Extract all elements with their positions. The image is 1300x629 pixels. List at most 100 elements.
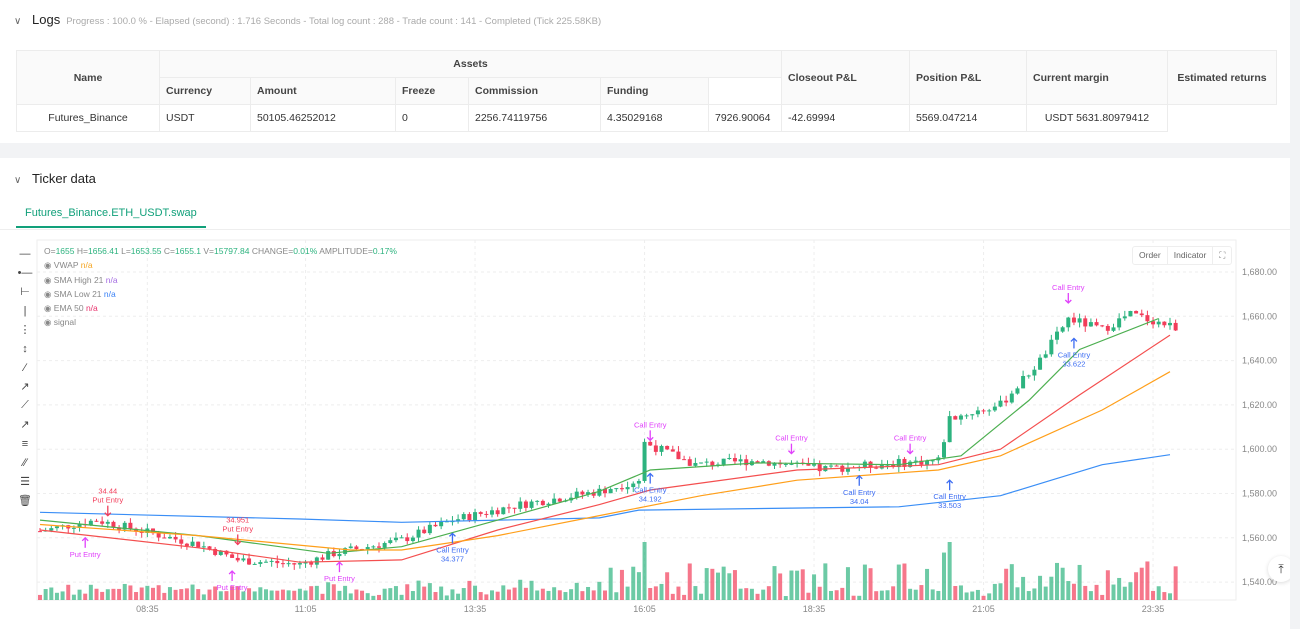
candle-body [354, 546, 359, 550]
logs-panel: ∨ Logs Progress : 100.0 % - Elapsed (sec… [0, 0, 1290, 143]
cell-margin: 5569.047214 [908, 104, 1027, 132]
volume-bar [845, 567, 850, 600]
trash-icon[interactable]: 🗑 [18, 495, 32, 507]
order-button[interactable]: Order [1133, 247, 1168, 264]
plot-area [36, 239, 1237, 601]
signal-marker-call: Put Entry [324, 561, 355, 583]
eye-icon[interactable]: ◉ [44, 303, 52, 314]
fibonacci-icon[interactable]: ☰ [20, 476, 30, 488]
volume-bar [269, 590, 274, 600]
volume-label: V= [203, 246, 215, 256]
volume-bar [224, 591, 229, 600]
ticker-header[interactable]: ∨ Ticker data [14, 171, 96, 186]
indicator-legend-item[interactable]: ◉ SMA High 21 n/a [44, 273, 397, 287]
indicator-legend-item[interactable]: ◉ signal [44, 315, 397, 329]
x-tick-label: 11:05 [295, 604, 317, 614]
volume-bar [721, 566, 726, 600]
candle-body [410, 537, 415, 542]
volume-bar [1117, 577, 1122, 600]
open-value: 1655 [55, 246, 75, 256]
chevron-down-icon[interactable]: ∨ [14, 175, 22, 186]
arrow-vertical-icon[interactable]: ↕ [22, 342, 28, 355]
candle-body [812, 464, 817, 466]
indicator-button[interactable]: Indicator [1168, 247, 1214, 264]
volume-bar [569, 589, 574, 600]
trend-line-icon[interactable]: ∕ [24, 361, 26, 374]
x-tick-label: 13:35 [464, 604, 487, 614]
volume-bar [173, 589, 178, 600]
candle-body [975, 410, 980, 415]
horizontal-line-icon[interactable]: — [19, 247, 31, 260]
candlestick-chart[interactable]: 1,680.00 1,660.00 1,640.00 1,620.00 1,600.00… [0, 158, 1290, 629]
fullscreen-icon[interactable]: ⛶ [1219, 250, 1226, 260]
indicator-legend-item[interactable]: ◉ VWAP n/a [44, 258, 397, 272]
indicator-legend-item[interactable]: ◉ SMA Low 21 n/a [44, 287, 397, 301]
vertical-line-icon[interactable]: | [23, 304, 27, 317]
candle-body [699, 462, 704, 464]
candle-body [1122, 316, 1127, 319]
indicator-legend-item[interactable]: ◉ EMA 50 n/a [44, 301, 397, 315]
vertical-segment-icon[interactable]: ⋮ [19, 324, 31, 336]
candle-body [247, 558, 252, 565]
col-group-assets: Assets [159, 50, 782, 78]
candle-body [1043, 354, 1048, 358]
volume-bar [213, 586, 218, 600]
volume-bar [800, 569, 805, 600]
signal-label: Put Entry [70, 550, 101, 559]
eye-icon[interactable]: ◉ [44, 317, 52, 328]
eye-icon[interactable]: ◉ [44, 260, 52, 271]
volume-bar [297, 588, 302, 600]
volume-bar [360, 590, 365, 600]
candle-body [992, 406, 997, 411]
price-range-icon[interactable]: ≡ [21, 437, 29, 450]
candle-body [224, 550, 229, 555]
page-scrollbar[interactable] [1290, 0, 1300, 629]
volume-bar [653, 586, 658, 600]
parallel-channel-icon[interactable]: ∕∕ [23, 456, 27, 469]
volume-bar [930, 589, 935, 600]
col-freeze: Freeze [395, 77, 469, 105]
volume-bar [885, 590, 890, 600]
arrow-line-icon[interactable]: ↗ [20, 419, 30, 431]
volume-bar [60, 591, 65, 600]
logs-header[interactable]: ∨ Logs Progress : 100.0 % - Elapsed (sec… [14, 12, 601, 27]
tab-eth-usdt-swap[interactable]: Futures_Binance.ETH_USDT.swap [16, 198, 206, 228]
volume-bar [676, 586, 681, 600]
volume-bar [642, 542, 647, 600]
arrow-down-icon [787, 450, 795, 455]
ray-line-icon[interactable]: ↗ [20, 381, 30, 393]
candle-body [122, 522, 127, 530]
candle-body [552, 498, 557, 504]
volume-bar [512, 587, 517, 600]
col-returns: Estimated returns [1166, 50, 1278, 105]
volume-bar [1026, 591, 1031, 600]
open-label: O= [44, 246, 56, 256]
volume-bar [659, 583, 664, 600]
scroll-to-top-button[interactable]: ⤒ [1268, 556, 1294, 582]
eye-icon[interactable]: ◉ [44, 288, 52, 299]
eye-icon[interactable]: ◉ [44, 274, 52, 285]
chevron-down-icon[interactable]: ∨ [14, 16, 22, 27]
volume-bar [851, 595, 856, 600]
arrow-up-icon [335, 561, 343, 566]
extended-line-icon[interactable]: ⟋ [21, 399, 29, 411]
volume-bar [128, 585, 133, 600]
volume-bar [1151, 590, 1156, 600]
horizontal-ray-icon[interactable]: •— [17, 266, 33, 279]
horizontal-segment-icon[interactable]: ⊢ [20, 286, 30, 298]
volume-bar [388, 588, 393, 600]
candle-body [1156, 321, 1161, 325]
volume-bar [134, 592, 139, 600]
volume-bar [670, 593, 675, 600]
col-currency: Currency [159, 77, 251, 105]
candle-body [817, 464, 822, 472]
volume-bar [77, 589, 82, 600]
volume-bar [461, 588, 466, 600]
volume-bar [264, 589, 268, 600]
signal-label: Put Entry [324, 574, 355, 583]
candle-body [433, 524, 438, 527]
volume-bar [1173, 566, 1178, 600]
volume-bar [467, 580, 472, 600]
candle-body [134, 528, 139, 532]
volume-bar [738, 588, 743, 600]
